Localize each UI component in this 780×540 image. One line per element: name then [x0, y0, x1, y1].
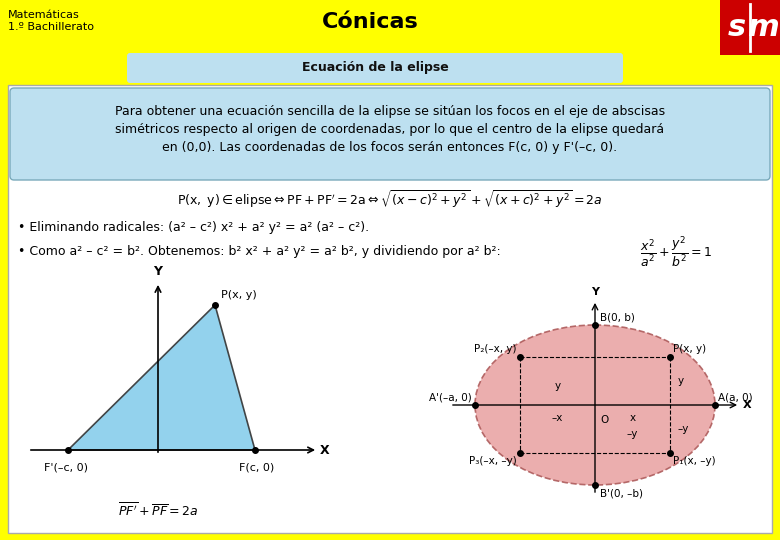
- Text: • Como a² – c² = b². Obtenemos: b² x² + a² y² = a² b², y dividiendo por a² b²:: • Como a² – c² = b². Obtenemos: b² x² + …: [18, 246, 501, 259]
- FancyBboxPatch shape: [8, 85, 772, 533]
- Text: m: m: [747, 14, 779, 43]
- Text: A'(–a, 0): A'(–a, 0): [429, 392, 472, 402]
- Text: P₂(–x, y): P₂(–x, y): [474, 344, 517, 354]
- FancyBboxPatch shape: [10, 88, 770, 180]
- Text: Y: Y: [154, 265, 162, 278]
- Text: $\dfrac{x^2}{a^2}+\dfrac{y^2}{b^2}=1$: $\dfrac{x^2}{a^2}+\dfrac{y^2}{b^2}=1$: [640, 235, 712, 269]
- Text: P₃(–x, –y): P₃(–x, –y): [470, 456, 517, 466]
- Text: 1.º Bachillerato: 1.º Bachillerato: [8, 22, 94, 32]
- Text: • Eliminando radicales: (a² – c²) x² + a² y² = a² (a² – c²).: • Eliminando radicales: (a² – c²) x² + a…: [18, 221, 369, 234]
- Text: B(0, b): B(0, b): [600, 312, 635, 322]
- Text: A(a, 0): A(a, 0): [718, 392, 753, 402]
- Text: Cónicas: Cónicas: [321, 12, 418, 32]
- Text: y: y: [678, 376, 684, 386]
- Text: s: s: [728, 14, 746, 43]
- Text: F(c, 0): F(c, 0): [239, 462, 275, 472]
- Text: X: X: [743, 400, 752, 410]
- Text: $\mathrm{P(x,\;y) \in elipse} \Leftrightarrow \mathrm{PF + PF' = 2a} \Leftrighta: $\mathrm{P(x,\;y) \in elipse} \Leftright…: [177, 189, 603, 211]
- Text: y: y: [555, 381, 561, 391]
- Text: –y: –y: [678, 424, 690, 434]
- Text: en (0,0). Las coordenadas de los focos serán entonces F(c, 0) y F'(–c, 0).: en (0,0). Las coordenadas de los focos s…: [162, 141, 618, 154]
- Text: P(x, y): P(x, y): [221, 290, 257, 300]
- Text: Ecuación de la elipse: Ecuación de la elipse: [302, 62, 448, 75]
- Text: P(x, y): P(x, y): [673, 344, 706, 354]
- Text: F'(–c, 0): F'(–c, 0): [44, 462, 88, 472]
- Polygon shape: [68, 305, 255, 450]
- Text: –x: –x: [551, 413, 563, 423]
- Text: O: O: [600, 415, 608, 425]
- FancyBboxPatch shape: [127, 53, 623, 83]
- Text: $\overline{PF'} + \overline{PF} = 2a$: $\overline{PF'} + \overline{PF} = 2a$: [118, 501, 198, 519]
- Text: B'(0, –b): B'(0, –b): [600, 488, 643, 498]
- Text: P₁(x, –y): P₁(x, –y): [673, 456, 715, 466]
- Text: Y: Y: [591, 287, 599, 297]
- Ellipse shape: [475, 325, 715, 485]
- Text: –y: –y: [627, 429, 638, 439]
- Text: simétricos respecto al origen de coordenadas, por lo que el centro de la elipse : simétricos respecto al origen de coorden…: [115, 124, 665, 137]
- Text: x: x: [629, 413, 636, 423]
- Text: Matemáticas: Matemáticas: [8, 10, 80, 20]
- Text: X: X: [320, 443, 330, 456]
- Text: Para obtener una ecuación sencilla de la elipse se sitúan los focos en el eje de: Para obtener una ecuación sencilla de la…: [115, 105, 665, 118]
- FancyBboxPatch shape: [720, 0, 780, 55]
